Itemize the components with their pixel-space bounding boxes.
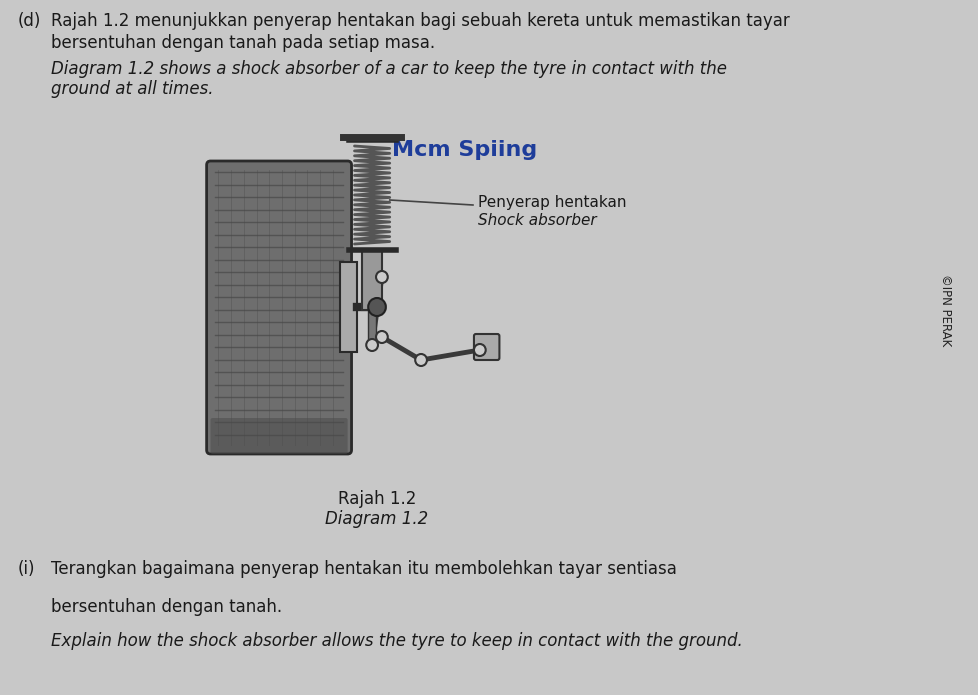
- Circle shape: [473, 344, 485, 356]
- Text: Rajah 1.2 menunjukkan penyerap hentakan bagi sebuah kereta untuk memastikan taya: Rajah 1.2 menunjukkan penyerap hentakan …: [51, 12, 789, 30]
- Text: Penyerap hentakan: Penyerap hentakan: [477, 195, 626, 210]
- Text: (i): (i): [18, 560, 35, 578]
- Text: Rajah 1.2: Rajah 1.2: [337, 490, 416, 508]
- FancyBboxPatch shape: [206, 161, 351, 454]
- Text: Shock absorber: Shock absorber: [477, 213, 596, 228]
- Text: (d): (d): [18, 12, 41, 30]
- Text: Diagram 1.2 shows a shock absorber of a car to keep the tyre in contact with the: Diagram 1.2 shows a shock absorber of a …: [51, 60, 727, 78]
- FancyBboxPatch shape: [210, 418, 347, 454]
- Circle shape: [366, 339, 378, 351]
- Bar: [362, 250, 381, 310]
- FancyBboxPatch shape: [473, 334, 499, 360]
- Text: bersentuhan dengan tanah.: bersentuhan dengan tanah.: [51, 598, 282, 616]
- Bar: [339, 262, 357, 352]
- Circle shape: [415, 354, 426, 366]
- Circle shape: [376, 331, 387, 343]
- Text: Mcm Spiing: Mcm Spiing: [391, 140, 536, 160]
- Text: Diagram 1.2: Diagram 1.2: [325, 510, 428, 528]
- Text: bersentuhan dengan tanah pada setiap masa.: bersentuhan dengan tanah pada setiap mas…: [51, 34, 434, 52]
- Circle shape: [376, 271, 387, 283]
- Bar: [368, 310, 376, 345]
- Text: Explain how the shock absorber allows the tyre to keep in contact with the groun: Explain how the shock absorber allows th…: [51, 632, 742, 650]
- Text: Terangkan bagaimana penyerap hentakan itu membolehkan tayar sentiasa: Terangkan bagaimana penyerap hentakan it…: [51, 560, 676, 578]
- Text: ©IPN PERAK: ©IPN PERAK: [939, 274, 952, 346]
- Text: ground at all times.: ground at all times.: [51, 80, 213, 98]
- Circle shape: [368, 298, 385, 316]
